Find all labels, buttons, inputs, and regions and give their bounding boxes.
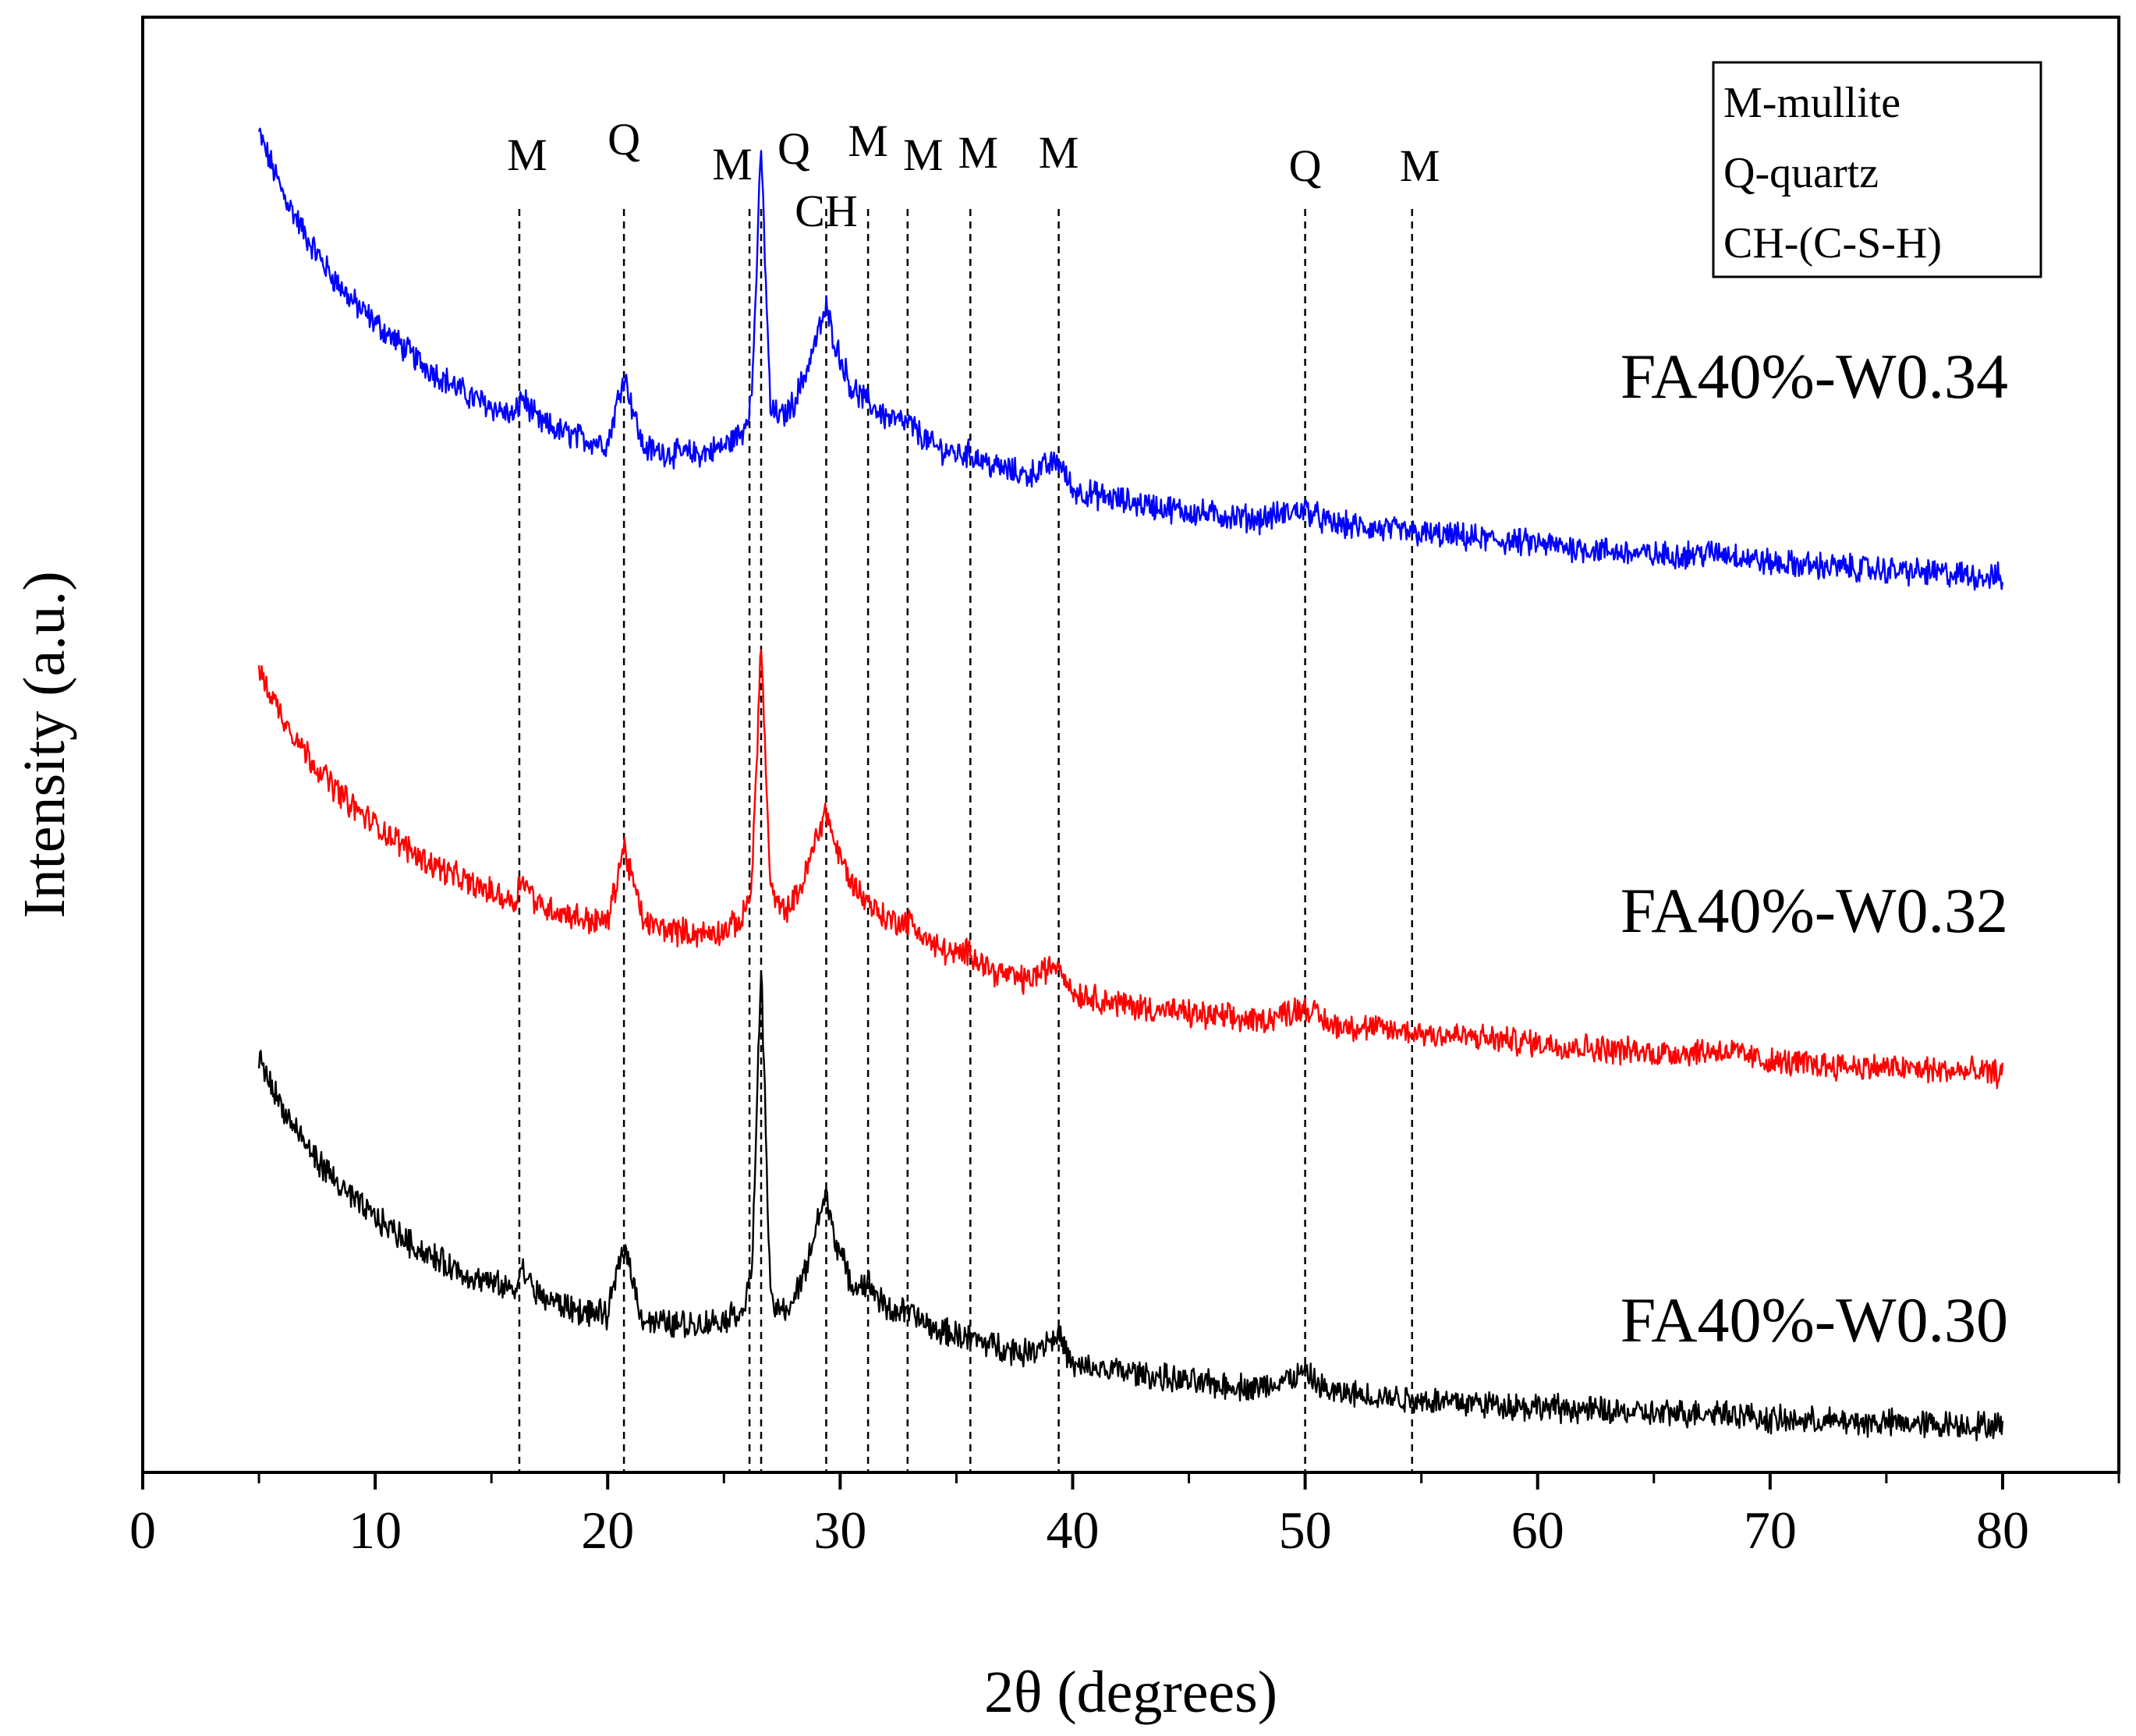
series-line-1 (257, 127, 2004, 591)
y-axis-title: Intensity (a.u.) (12, 571, 77, 918)
x-tick-label: 60 (1511, 1500, 1564, 1560)
x-tick-label: 20 (581, 1500, 634, 1560)
x-axis-title: 2θ (degrees) (984, 1660, 1277, 1725)
phase-label: M (507, 129, 547, 180)
phase-label: M (848, 115, 888, 166)
series-labels: FA40%-W0.34 FA40%-W0.32 FA40%-W0.30 (1621, 341, 2008, 1355)
x-tick-label: 50 (1279, 1500, 1332, 1560)
x-tick-label: 10 (349, 1500, 402, 1560)
phase-label: Q (1289, 140, 1322, 191)
series-line-2 (257, 649, 2004, 1089)
x-tick-label: 30 (813, 1500, 866, 1560)
series-lines (257, 127, 2004, 1442)
legend-entry: Q-quartz (1723, 149, 1879, 197)
phase-label: M (903, 129, 944, 180)
phase-label: Q (608, 114, 640, 165)
phase-label: M (1039, 127, 1079, 178)
x-tick-label: 70 (1744, 1500, 1797, 1560)
phase-label: M (958, 127, 999, 178)
legend-entry: CH-(C-S-H) (1723, 219, 1942, 267)
legend-box: M-mullite Q-quartz CH-(C-S-H) (1712, 61, 2042, 278)
series-name-label: FA40%-W0.32 (1621, 875, 2008, 946)
phase-label: M (1400, 140, 1440, 191)
x-tick-label: 0 (129, 1500, 156, 1560)
x-axis-ticks (141, 1472, 2120, 1490)
x-tick-label: 40 (1046, 1500, 1099, 1560)
phase-label: M (712, 139, 753, 190)
series-line-3 (257, 970, 2004, 1442)
reference-lines (518, 209, 1413, 1472)
plot-frame (141, 16, 2120, 1474)
x-axis-tick-labels: 0 10 20 30 40 50 60 70 80 (129, 1500, 2029, 1560)
x-tick-label: 80 (1976, 1500, 2029, 1560)
phase-label: Q (778, 123, 810, 174)
phase-label: CH (795, 186, 858, 236)
series-name-label: FA40%-W0.30 (1621, 1284, 2008, 1355)
legend-entry: M-mullite (1723, 79, 1900, 127)
series-name-label: FA40%-W0.34 (1621, 341, 2008, 412)
